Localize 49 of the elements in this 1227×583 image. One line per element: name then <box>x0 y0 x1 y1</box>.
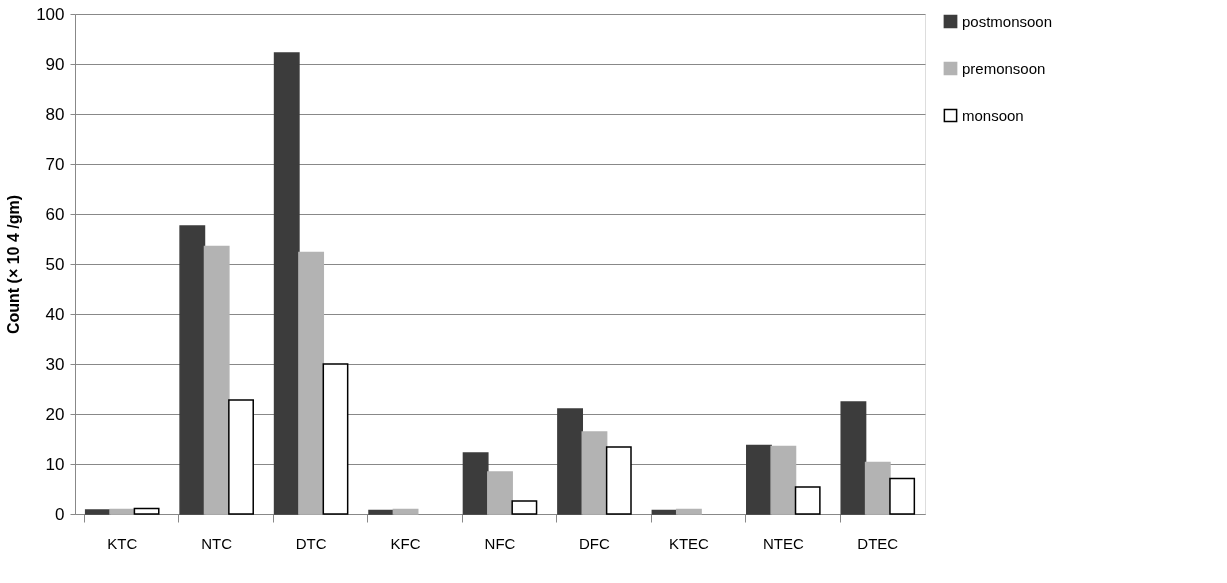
bar <box>392 508 419 515</box>
bar <box>651 509 678 515</box>
y-axis-title: Count (× 10 4 /gm) <box>5 194 23 335</box>
y-tick-label: 40 <box>45 304 65 324</box>
y-tick-label: 80 <box>45 104 65 124</box>
y-tick-label: 100 <box>36 4 65 24</box>
legend-label: premonsoon <box>962 59 1046 77</box>
bar <box>109 508 136 515</box>
x-tick-label: NTEC <box>762 534 804 552</box>
y-tick-label: 10 <box>45 454 65 474</box>
bar <box>889 477 916 515</box>
bar <box>840 401 867 515</box>
x-tick-label: KTEC <box>668 534 710 552</box>
x-tick-label: DTEC <box>857 534 899 552</box>
x-tick-label: NFC <box>484 534 516 552</box>
x-tick-label: KFC <box>390 534 421 552</box>
y-tick-label: 30 <box>45 354 65 374</box>
bar <box>228 399 254 515</box>
bar <box>273 52 300 515</box>
y-tick-label: 20 <box>45 404 65 424</box>
bar <box>203 245 230 515</box>
y-tick-label: 60 <box>45 204 65 224</box>
y-tick-label: 50 <box>45 254 65 274</box>
y-tick-label: 70 <box>45 154 65 174</box>
bar <box>794 486 821 515</box>
bar <box>487 471 513 515</box>
bar <box>322 363 349 515</box>
bar <box>84 509 111 515</box>
y-tick-label: 0 <box>55 504 65 524</box>
bar <box>675 508 702 515</box>
bar <box>770 445 797 515</box>
legend-label: monsoon <box>962 106 1024 124</box>
bar <box>605 446 632 515</box>
bar <box>368 509 395 515</box>
bar <box>581 431 608 515</box>
bar <box>511 500 538 515</box>
x-tick-label: NTC <box>201 534 233 552</box>
x-tick-label: DFC <box>579 534 611 552</box>
x-tick-label: DTC <box>295 534 327 552</box>
bar <box>746 444 772 515</box>
bar <box>462 452 489 515</box>
bar <box>557 408 584 515</box>
legend-label: postmonsoon <box>962 12 1053 30</box>
bar <box>179 225 206 515</box>
x-tick-label: KTC <box>107 534 138 552</box>
bar <box>298 251 325 515</box>
bar <box>864 461 891 515</box>
y-tick-label: 90 <box>45 54 65 74</box>
bar <box>133 507 160 515</box>
